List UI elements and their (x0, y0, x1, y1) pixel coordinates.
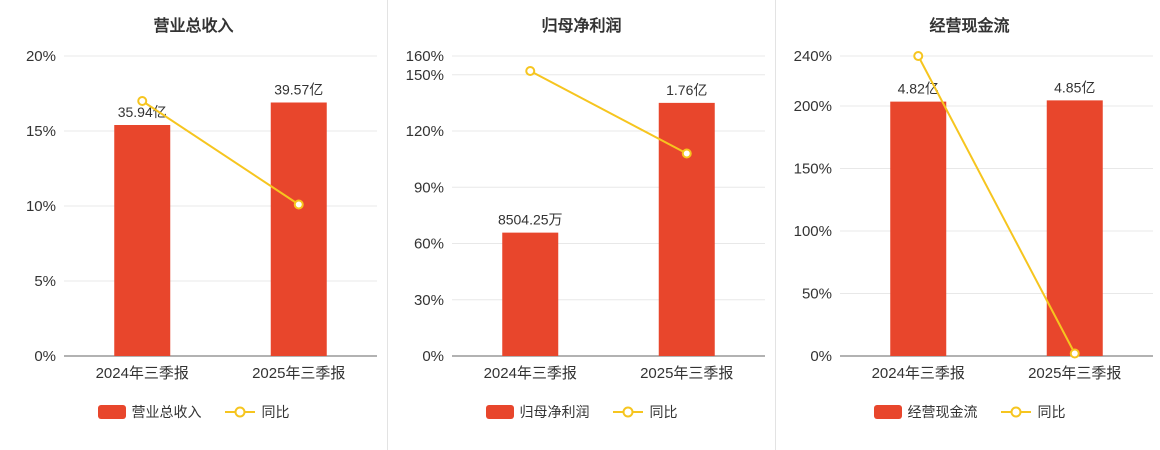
chart-legend: 归母净利润 同比 (485, 402, 678, 422)
legend-label: 归母净利润 (519, 404, 590, 420)
x-category-label: 2025年三季报 (1028, 365, 1121, 382)
y-tick-label: 60% (414, 236, 444, 253)
line-marker-icon (1000, 406, 1031, 418)
y-tick-label: 0% (422, 348, 444, 365)
x-category-label: 2025年三季报 (640, 365, 733, 382)
bar-value-label: 8504.25万 (498, 212, 563, 228)
bar[interactable] (114, 125, 171, 356)
trend-point (525, 66, 536, 76)
trend-point (293, 199, 304, 210)
bar-value-label: 4.85亿 (1054, 79, 1095, 95)
legend-item-bar[interactable]: 营业总收入 (97, 402, 202, 422)
bar[interactable] (890, 101, 947, 356)
trend-line (917, 55, 1076, 354)
y-tick-label: 20% (26, 48, 56, 65)
y-tick-label: 50% (802, 286, 832, 303)
chart-panel-revenue: 营业总收入 0% 5% 10% 15% 20% 35.94亿 39.57亿 2024年三季报 2… (0, 0, 388, 450)
bar-value-label: 4.82亿 (898, 81, 939, 97)
chart-title: 营业总收入 (153, 18, 234, 35)
y-tick-label: 200% (794, 98, 832, 115)
y-tick-label: 5% (34, 273, 56, 290)
y-tick-label: 0% (810, 348, 832, 365)
bar-value-label: 1.76亿 (666, 82, 707, 98)
line-marker-icon (224, 406, 255, 418)
legend-label: 营业总收入 (131, 404, 202, 420)
bar[interactable] (1046, 100, 1103, 356)
chart-panel-cash-flow: 经营现金流 0% 50% 100% 150% 200% 240% 4.82亿 4.85亿 202… (776, 0, 1160, 450)
chart-legend: 经营现金流 同比 (873, 402, 1066, 422)
bar-swatch-icon (873, 405, 902, 419)
y-tick-label: 120% (406, 123, 444, 140)
y-tick-label: 150% (794, 161, 832, 178)
bar-value-label: 39.57亿 (274, 82, 323, 98)
trend-point (1069, 348, 1080, 359)
x-category-label: 2024年三季报 (96, 365, 189, 382)
legend-item-line[interactable]: 同比 (612, 402, 678, 422)
legend-label: 经营现金流 (907, 404, 978, 420)
y-tick-label: 30% (414, 292, 444, 309)
legend-marker (622, 406, 633, 418)
trend-point (681, 148, 692, 159)
x-category-label: 2025年三季报 (252, 365, 345, 382)
trend-point (137, 96, 148, 106)
bar[interactable] (658, 102, 715, 356)
legend-item-line[interactable]: 同比 (1000, 402, 1066, 422)
trend-line (529, 70, 688, 155)
line-marker-icon (612, 406, 643, 418)
y-tick-label: 0% (34, 348, 56, 365)
legend-marker (234, 406, 245, 418)
y-tick-label: 150% (406, 67, 444, 84)
chart-title: 归母净利润 (541, 18, 622, 35)
trend-line (141, 100, 300, 206)
trend-point (913, 51, 924, 61)
bar-swatch-icon (485, 405, 514, 419)
y-tick-label: 160% (406, 48, 444, 65)
bar[interactable] (270, 102, 327, 357)
net-profit-chart-plot: 0% 30% 60% 90% 120% 150% 160% 8504.25万 1.76亿 2024… (406, 48, 765, 382)
chart-panel-net-profit: 归母净利润 0% 30% 60% 90% 120% 150% 160% 8504.25万 1.7… (388, 0, 776, 450)
legend-item-bar[interactable]: 归母净利润 (485, 402, 590, 422)
y-tick-label: 15% (26, 123, 56, 140)
y-tick-label: 10% (26, 198, 56, 215)
chart-legend: 营业总收入 同比 (97, 402, 290, 422)
legend-item-line[interactable]: 同比 (224, 402, 290, 422)
x-category-label: 2024年三季报 (484, 365, 577, 382)
bar[interactable] (502, 232, 559, 356)
chart-title: 经营现金流 (929, 18, 1010, 35)
legend-label: 同比 (649, 404, 678, 420)
cash-flow-chart-plot: 0% 50% 100% 150% 200% 240% 4.82亿 4.85亿 2024年三季报 2… (794, 48, 1153, 382)
bar-swatch-icon (97, 405, 126, 419)
legend-item-bar[interactable]: 经营现金流 (873, 402, 978, 422)
y-tick-label: 90% (414, 179, 444, 196)
legend-label: 同比 (1037, 404, 1066, 420)
y-tick-label: 100% (794, 223, 832, 240)
x-category-label: 2024年三季报 (872, 365, 965, 382)
legend-marker (1010, 406, 1021, 418)
y-tick-label: 240% (794, 48, 832, 65)
legend-label: 同比 (261, 404, 290, 420)
